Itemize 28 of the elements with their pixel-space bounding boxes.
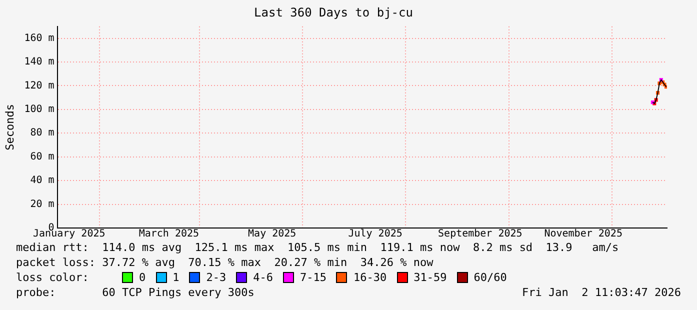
y-tick-label: 60 m [30,151,54,162]
y-tick-label: 140 m [24,56,54,68]
y-tick-label: 120 m [24,80,54,92]
legend-label: 1 [172,270,180,285]
text: probe: 60 TCP Pings every 300s [16,285,254,300]
legend-label: 60/60 [474,270,507,285]
legend-label: 0 [138,270,146,285]
text: median rtt: 114.0 ms avg 125.1 ms max 105.5 ms min 119.1 ms now 8.2 ms sd 13.9 am/s [16,240,620,255]
y-axis-title: Seconds [3,104,16,150]
y-tick-label: 40 m [30,175,54,186]
legend-label: 2-3 [206,270,226,285]
x-tick-label: May 2025 [248,228,296,240]
text: Fri Jan 2 11:03:47 2026 [522,285,681,300]
legend-label: 16-30 [353,270,387,285]
x-tick-label: September 2025 [438,228,522,240]
y-tick-label: 20 m [30,198,54,210]
x-tick-label: November 2025 [544,228,622,240]
y-tick-label: 80 m [30,128,54,139]
y-tick-label: 100 m [24,104,54,116]
y-tick-label: 160 m [24,32,54,44]
legend-label: 7-15 [300,270,326,285]
x-tick-label: March 2025 [138,228,200,240]
x-tick-label: July 2025 [348,228,402,240]
text: packet loss: 37.72 % avg 70.15 % max 20.27 % min 34.26 % now [16,255,434,270]
legend-title: loss color: [16,270,90,285]
legend-label: 31-59 [414,270,447,285]
chart-title: Last 360 Days to bj-cu [254,5,413,20]
legend-label: 4-6 [253,270,273,285]
